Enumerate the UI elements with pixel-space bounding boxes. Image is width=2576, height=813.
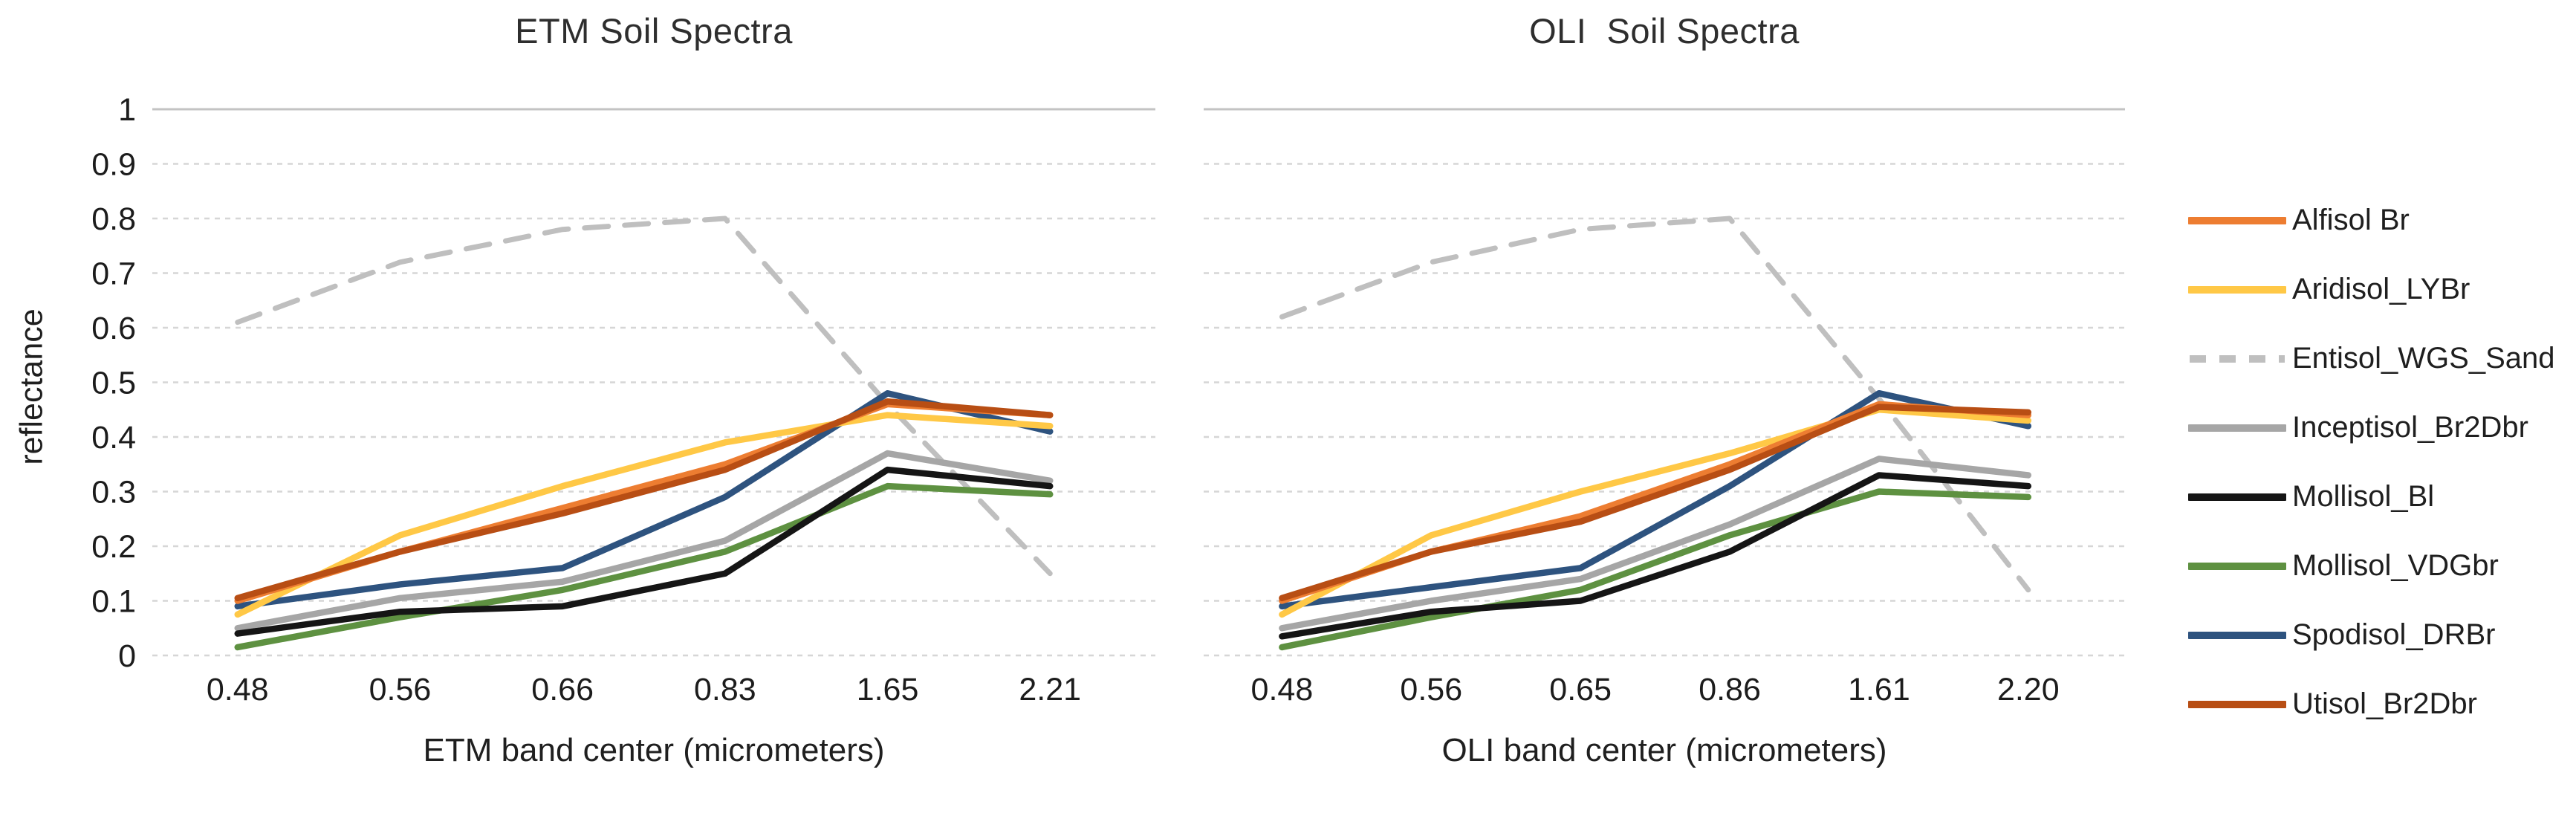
y-tick-label-0.6: 0.6 [91,311,136,346]
legend-item-Utisol_Br2Dbr: Utisol_Br2Dbr [2188,670,2555,739]
oli-chart-title: OLI Soil Spectra [1529,11,1800,51]
legend-label: Entisol_WGS_Sand [2292,342,2555,375]
etm-series-Mollisol_VDGbr [234,482,1054,651]
etm-plot-area: 1 0.9 0.8 0.7 0.6 0.5 0.4 0.3 0.2 0.1 0 0.48 0.56 0.6… [91,92,1155,707]
y-tick-label-0.4: 0.4 [91,420,136,456]
legend-item-Mollisol_VDGbr: Mollisol_VDGbr [2188,531,2555,600]
y-tick-label-0.5: 0.5 [91,366,136,401]
y-tick-label-0.3: 0.3 [91,475,136,511]
oli-chart: OLI Soil Spectra 0.48 0.56 0.65 0.86 1.61 2.2… [1189,0,2188,813]
oli-series-Alfisol Br [1279,401,2032,604]
legend-item-Mollisol_Bl: Mollisol_Bl [2188,462,2555,531]
legend-label: Mollisol_Bl [2292,480,2435,513]
etm-series-Inceptisol_Br2Dbr [234,450,1054,632]
etm-chart: ETM Soil Spectra 1 0.9 0.8 0.7 0.6 0.5 0.4 0.3 0… [0,0,1189,813]
legend-label: Utisol_Br2Dbr [2292,687,2477,720]
legend-item-Inceptisol_Br2Dbr: Inceptisol_Br2Dbr [2188,393,2555,462]
etm-x-tick-label-1.65: 1.65 [857,672,919,707]
oli-series-Spodisol_DRBr [1279,389,2032,610]
legend-label: Alfisol Br [2292,204,2410,236]
y-tick-label-0.1: 0.1 [91,584,136,620]
etm-x-tick-label-0.83: 0.83 [694,672,756,707]
legend-item-Aridisol_LYBr: Aridisol_LYBr [2188,255,2555,324]
y-tick-label-0.2: 0.2 [91,529,136,565]
etm-series-Spodisol_DRBr [234,389,1054,610]
legend-swatch-Entisol_WGS_Sand [2190,354,2285,363]
legend-swatch-Aridisol_LYBr [2188,285,2286,294]
oli-x-tick-label-0.65: 0.65 [1549,672,1612,707]
y-tick-label-0: 0 [118,638,136,674]
etm-x-tick-label-0.56: 0.56 [369,672,432,707]
y-tick-label-0.9: 0.9 [91,147,136,183]
oli-series-Aridisol_LYBr [1279,406,2032,618]
legend-label: Spodisol_DRBr [2292,618,2496,651]
etm-series-Mollisol_Bl [234,466,1054,637]
oli-x-tick-label-2.20: 2.20 [1997,672,2060,707]
oli-plot-area: 0.48 0.56 0.65 0.86 1.61 2.20 [1204,108,2125,707]
legend-swatch-Spodisol_DRBr [2188,631,2286,639]
etm-series-Aridisol_LYBr [234,412,1054,618]
oli-x-tick-label-0.86: 0.86 [1699,672,1761,707]
oli-series-Entisol_WGS_Sand [1279,216,2031,593]
etm-chart-title: ETM Soil Spectra [515,11,793,51]
etm-x-tick-label-0.48: 0.48 [207,672,269,707]
legend-swatch-Inceptisol_Br2Dbr [2188,424,2286,432]
oli-series-Utisol_Br2Dbr [1279,404,2032,602]
oli-series-Mollisol_Bl [1279,472,2032,640]
legend-swatch-Mollisol_Bl [2188,493,2286,501]
oli-x-tick-label-0.56: 0.56 [1400,672,1462,707]
etm-series-Entisol_WGS_Sand [235,216,1053,577]
oli-x-tick-label-0.48: 0.48 [1251,672,1314,707]
legend-item-Spodisol_DRBr: Spodisol_DRBr [2188,600,2555,670]
legend-item-Entisol_WGS_Sand: Entisol_WGS_Sand [2188,324,2555,393]
legend-swatch-Mollisol_VDGbr [2188,562,2286,570]
etm-x-axis-title: ETM band center (micrometers) [423,732,885,768]
legend-label: Inceptisol_Br2Dbr [2292,411,2528,444]
oli-series-Inceptisol_Br2Dbr [1279,456,2032,632]
etm-x-tick-label-0.66: 0.66 [531,672,594,707]
legend-label: Mollisol_VDGbr [2292,549,2499,582]
legend-swatch-Alfisol Br [2188,216,2286,224]
etm-x-tick-label-2.21: 2.21 [1019,672,1081,707]
legend-swatch-Utisol_Br2Dbr [2188,700,2286,708]
y-tick-label-0.7: 0.7 [91,256,136,292]
oli-series-Mollisol_VDGbr [1279,488,2032,651]
y-tick-label-0.8: 0.8 [91,201,136,237]
etm-series-Utisol_Br2Dbr [234,398,1054,602]
legend: Alfisol Br Aridisol_LYBr Entisol_WGS_Sand I… [2188,186,2555,739]
legend-item-Alfisol Br: Alfisol Br [2188,186,2555,255]
legend-label: Aridisol_LYBr [2292,273,2470,305]
oli-x-axis-title: OLI band center (micrometers) [1441,732,1887,768]
y-tick-label-1: 1 [118,92,136,128]
oli-x-tick-label-1.61: 1.61 [1848,672,1910,707]
